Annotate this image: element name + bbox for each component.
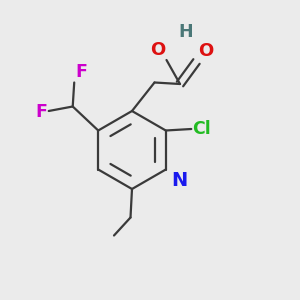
- Text: Cl: Cl: [193, 120, 211, 138]
- Text: N: N: [171, 171, 187, 190]
- Text: O: O: [199, 42, 214, 60]
- Text: H: H: [178, 23, 193, 41]
- Text: F: F: [35, 103, 47, 121]
- Text: F: F: [75, 63, 87, 81]
- Text: O: O: [150, 40, 166, 58]
